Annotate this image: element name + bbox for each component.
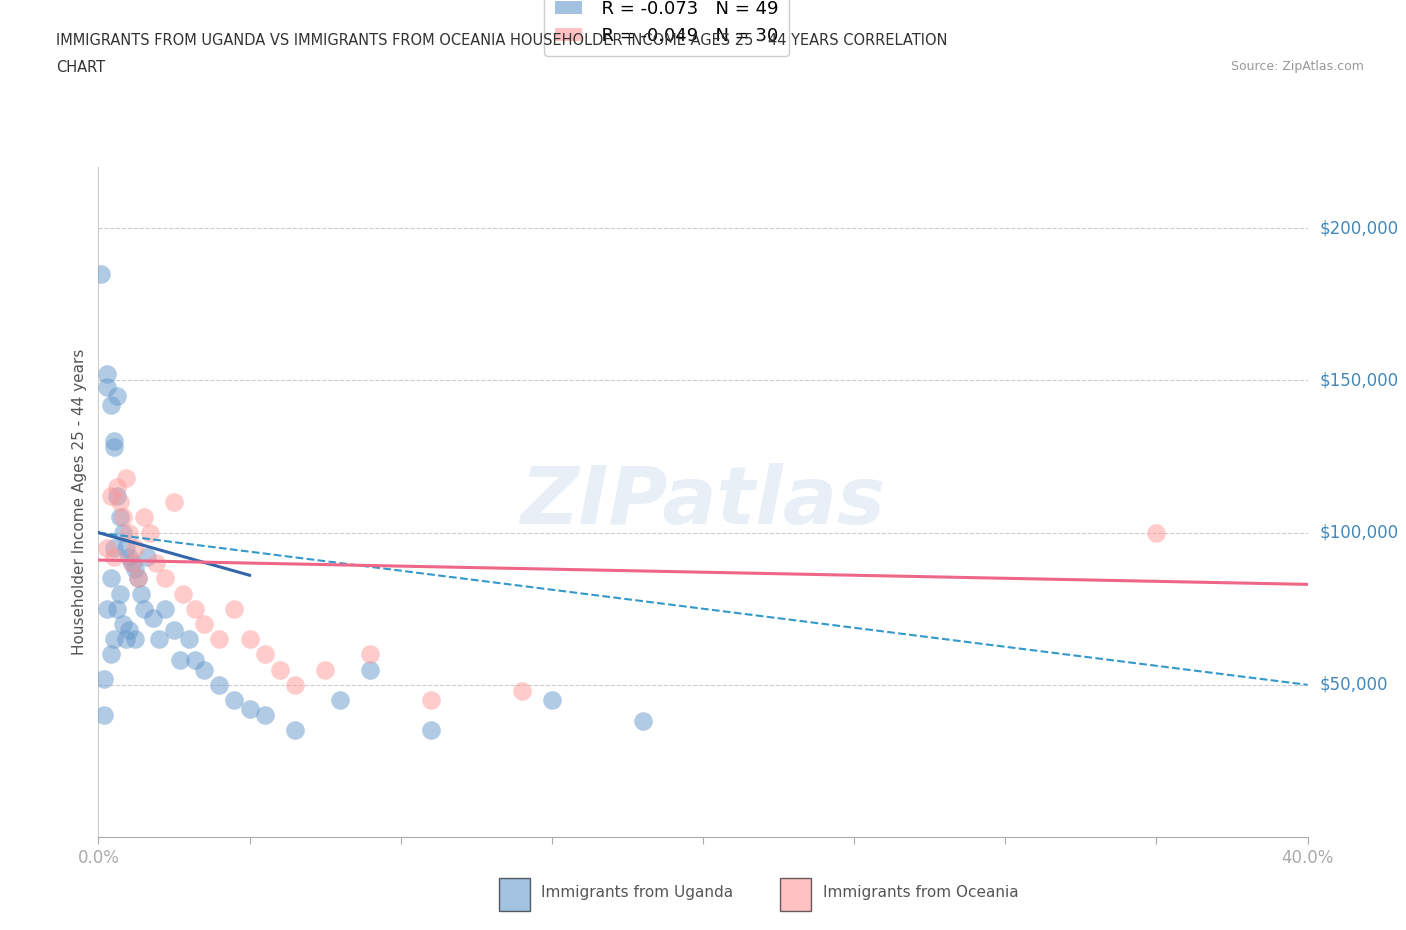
Point	[135, 550, 157, 565]
Text: $100,000: $100,000	[1320, 524, 1399, 541]
Point	[103, 550, 125, 565]
Point	[105, 602, 128, 617]
Point	[184, 602, 207, 617]
Point	[148, 631, 170, 646]
FancyBboxPatch shape	[780, 878, 811, 911]
Point	[100, 571, 122, 586]
Point	[284, 723, 307, 737]
Point	[100, 397, 122, 412]
Point	[184, 653, 207, 668]
Point	[121, 555, 143, 570]
Point	[93, 671, 115, 686]
Point	[103, 631, 125, 646]
Point	[105, 388, 128, 403]
Point	[100, 488, 122, 503]
Text: Immigrants from Uganda: Immigrants from Uganda	[541, 885, 734, 900]
Point	[142, 610, 165, 625]
Point	[419, 693, 441, 708]
Text: IMMIGRANTS FROM UGANDA VS IMMIGRANTS FROM OCEANIA HOUSEHOLDER INCOME AGES 25 - 4: IMMIGRANTS FROM UGANDA VS IMMIGRANTS FRO…	[56, 33, 948, 47]
Point	[108, 510, 131, 525]
Y-axis label: Householder Income Ages 25 - 44 years: Householder Income Ages 25 - 44 years	[72, 349, 87, 656]
Point	[114, 471, 136, 485]
Legend:   R = -0.073   N = 49,   R = -0.049   N = 30: R = -0.073 N = 49, R = -0.049 N = 30	[544, 0, 789, 56]
Point	[103, 434, 125, 449]
Point	[329, 693, 352, 708]
Point	[90, 267, 112, 282]
Point	[314, 662, 336, 677]
Point	[118, 550, 141, 565]
Point	[96, 379, 118, 394]
Point	[118, 622, 141, 637]
Point	[96, 602, 118, 617]
Point	[224, 693, 246, 708]
Point	[153, 602, 176, 617]
Point	[124, 562, 146, 577]
Point	[105, 480, 128, 495]
Point	[127, 571, 149, 586]
Point	[360, 647, 382, 662]
Text: $50,000: $50,000	[1320, 676, 1388, 694]
Point	[100, 647, 122, 662]
Point	[163, 622, 186, 637]
Point	[111, 525, 134, 540]
Point	[124, 631, 146, 646]
Point	[510, 684, 533, 698]
Point	[239, 702, 262, 717]
Point	[1144, 525, 1167, 540]
Point	[121, 555, 143, 570]
Point	[540, 693, 562, 708]
Point	[108, 495, 131, 510]
Point	[631, 714, 654, 729]
Point	[153, 571, 176, 586]
Point	[239, 631, 262, 646]
Point	[169, 653, 191, 668]
Point	[105, 488, 128, 503]
Point	[172, 586, 194, 601]
Point	[132, 602, 155, 617]
Point	[124, 540, 146, 555]
Point	[139, 525, 162, 540]
Text: Immigrants from Oceania: Immigrants from Oceania	[823, 885, 1018, 900]
Point	[103, 440, 125, 455]
Point	[177, 631, 201, 646]
Point	[118, 525, 141, 540]
Text: ZIPatlas: ZIPatlas	[520, 463, 886, 541]
Point	[114, 540, 136, 555]
Point	[193, 662, 215, 677]
Point	[193, 617, 215, 631]
Text: $200,000: $200,000	[1320, 219, 1399, 237]
Point	[96, 367, 118, 382]
Point	[360, 662, 382, 677]
Point	[108, 586, 131, 601]
Point	[163, 495, 186, 510]
Point	[253, 647, 276, 662]
Point	[208, 677, 231, 692]
Text: $150,000: $150,000	[1320, 371, 1399, 390]
Point	[208, 631, 231, 646]
Point	[132, 510, 155, 525]
Point	[114, 631, 136, 646]
Point	[103, 540, 125, 555]
Point	[111, 510, 134, 525]
Point	[96, 540, 118, 555]
Point	[111, 617, 134, 631]
Point	[419, 723, 441, 737]
Point	[129, 586, 152, 601]
Point	[269, 662, 291, 677]
FancyBboxPatch shape	[499, 878, 530, 911]
Point	[93, 708, 115, 723]
Point	[253, 708, 276, 723]
Text: Source: ZipAtlas.com: Source: ZipAtlas.com	[1230, 60, 1364, 73]
Point	[284, 677, 307, 692]
Point	[127, 571, 149, 586]
Point	[145, 555, 167, 570]
Point	[224, 602, 246, 617]
Text: CHART: CHART	[56, 60, 105, 75]
